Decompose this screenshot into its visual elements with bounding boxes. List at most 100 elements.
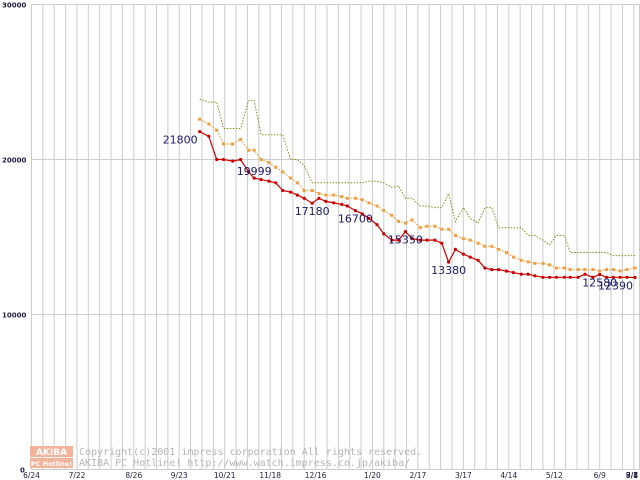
point-min [562,275,567,279]
point-min [274,181,278,185]
point-min [310,201,314,205]
point-avg [440,227,444,231]
series-line-avg [199,118,636,272]
y-tick-label: 20000 [2,157,26,165]
point-avg [274,165,278,169]
point-min [375,223,379,227]
copyright-line: Copyright(c)2001 impress corporation All… [79,447,422,458]
point-avg [555,266,558,270]
point-avg [511,255,515,259]
x-tick-label: 6/9 [594,471,606,480]
point-avg [340,195,344,199]
point-avg [324,193,328,197]
point-avg [302,189,306,192]
y-tick-label: 10000 [2,312,26,320]
point-min [461,252,465,256]
point-avg [563,266,566,270]
vertical-gridlines [31,4,635,470]
point-avg [519,258,523,262]
series-layer [198,98,637,280]
point-min [252,176,256,180]
point-min [604,275,609,279]
point-min [302,196,306,200]
point-min [324,199,328,203]
point-avg [447,227,451,231]
point-min [511,271,515,275]
point-min [367,216,371,220]
point-min [332,201,336,205]
point-avg [375,204,379,208]
point-avg [598,269,602,273]
data-label: 13380 [431,264,466,277]
point-avg [461,237,465,241]
point-min [476,258,480,262]
point-min [397,238,401,242]
point-avg [198,117,202,121]
point-min [410,237,414,241]
point-min [468,255,472,259]
point-avg [397,220,401,223]
point-avg [591,268,595,272]
point-min [598,272,602,277]
point-min [526,272,530,276]
point-min [267,179,271,183]
point-avg [360,198,364,202]
x-tick-label: 8/4 [626,471,638,480]
point-avg [247,148,251,152]
point-avg [505,251,508,254]
point-avg [418,226,422,230]
point-min [259,178,263,182]
point-avg [425,224,429,228]
x-tick-label: 1/20 [364,471,381,480]
series-line-max [199,98,635,257]
point-avg [390,213,394,217]
point-min [353,209,357,213]
point-min [533,274,537,278]
point-avg [410,218,414,222]
point-avg [568,268,572,272]
point-avg [267,161,271,165]
y-tick-label: 30000 [2,2,26,10]
point-avg [541,261,545,265]
point-min [611,275,616,279]
point-avg [207,122,211,126]
point-min [541,275,545,279]
point-avg [497,247,501,251]
point-min [382,232,386,236]
x-tick-label: 12/16 [305,471,327,480]
x-tick-label: 8 [633,471,638,480]
point-min [390,238,394,242]
point-avg [576,268,580,272]
point-avg [259,158,263,161]
point-avg [215,128,219,132]
point-min [403,230,407,234]
point-min [554,275,559,279]
point-avg [476,241,480,245]
point-min [625,275,629,279]
akiba-logo: AKIBA PC Hotline! [30,446,73,468]
point-avg [625,268,629,272]
x-axis-ticks: 6/24 7/22 8/26 9/23 10/21 11/18 12/16 1/20 2/17 3… [23,471,638,480]
point-avg [633,266,637,270]
point-avg [367,201,371,205]
point-avg [468,238,472,242]
point-min [425,238,429,242]
x-tick-label: 10/21 [214,471,236,480]
point-min [483,266,487,270]
point-min [519,272,523,276]
point-avg [533,261,537,265]
point-avg [332,193,336,197]
x-tick-label: 3/17 [455,471,472,480]
point-min [633,275,637,280]
point-min [247,170,251,174]
point-avg [605,268,608,272]
data-label: 19999 [237,165,272,178]
point-min [447,260,451,264]
data-label: 12390 [598,280,633,293]
point-avg [281,170,285,174]
x-tick-label: 8/26 [125,471,142,480]
point-min [490,268,494,272]
series-line-min [199,131,636,279]
point-avg [611,268,615,272]
